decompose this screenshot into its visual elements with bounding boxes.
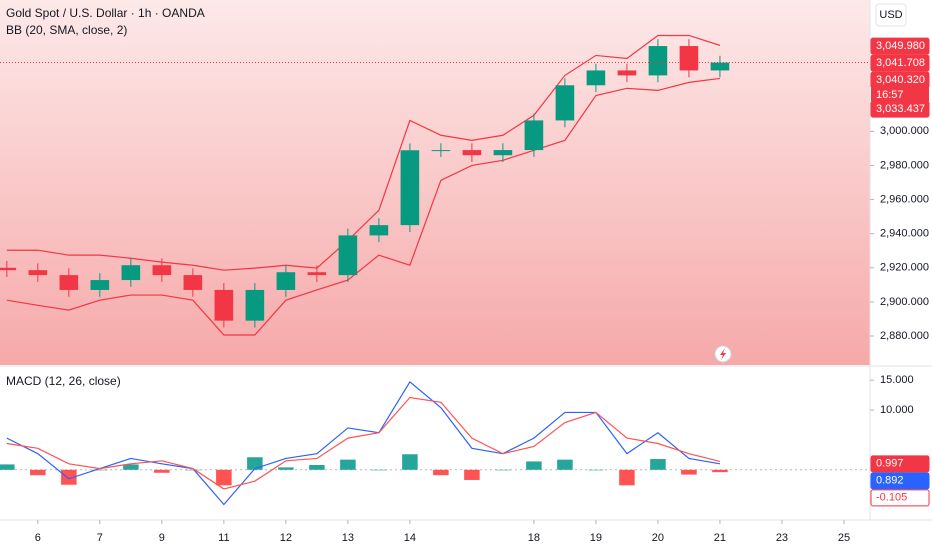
histogram-bar xyxy=(0,464,15,470)
histogram-bar xyxy=(402,454,418,470)
y-tick-label: 2,980.000 xyxy=(880,159,929,171)
countdown-box xyxy=(871,88,929,102)
histogram-bar xyxy=(61,469,77,485)
x-tick-label: 9 xyxy=(159,532,165,544)
candle-body xyxy=(369,225,389,236)
macd-pane xyxy=(0,367,870,520)
x-tick-label: 19 xyxy=(590,532,602,544)
histogram-bar xyxy=(619,469,635,486)
price-marker xyxy=(870,100,930,118)
candle-body xyxy=(0,267,17,271)
candle-body xyxy=(648,46,668,76)
price-marker-label: 3,033.437 xyxy=(876,103,925,115)
chart-title: Gold Spot / U.S. Dollar · 1h · OANDA xyxy=(6,6,205,20)
histogram-bar xyxy=(185,469,201,471)
candle-body xyxy=(245,289,265,321)
price-pane xyxy=(0,0,870,365)
x-tick-label: 13 xyxy=(342,532,354,544)
price-marker xyxy=(870,489,930,507)
y-tick-label: 2,940.000 xyxy=(880,228,929,240)
histogram-bar xyxy=(495,469,511,471)
histogram-bar xyxy=(681,469,697,475)
histogram-bar xyxy=(557,459,573,470)
y-tick-label: 2,920.000 xyxy=(880,262,929,274)
histogram-bar xyxy=(340,459,356,470)
line-series xyxy=(6,34,721,271)
price-marker xyxy=(870,472,930,490)
y-tick-label: 2,880.000 xyxy=(880,330,929,342)
plot-layer: 2,880.000 2,900.000 2,920.000 2,940.000 2,96… xyxy=(0,34,930,544)
candle-body xyxy=(276,272,296,290)
candle-body xyxy=(59,275,79,290)
x-tick-label: 12 xyxy=(280,532,292,544)
candle-body xyxy=(555,85,575,121)
candle-body xyxy=(307,272,327,276)
line-series xyxy=(6,381,721,506)
candle-body xyxy=(431,150,451,152)
price-marker-label: 0.997 xyxy=(876,458,904,470)
price-marker-label: -0.105 xyxy=(876,492,907,504)
price-marker xyxy=(870,54,930,72)
histogram-bar xyxy=(464,469,480,480)
x-tick-label: 25 xyxy=(838,532,850,544)
histogram-bar xyxy=(309,465,325,470)
candle-body xyxy=(338,235,358,276)
histogram-bar xyxy=(433,469,449,476)
x-tick-label: 11 xyxy=(218,532,229,544)
histogram-bar xyxy=(712,469,728,473)
indicator-title: BB (20, SMA, close, 2) xyxy=(6,23,127,37)
candle-body xyxy=(679,46,699,71)
price-marker xyxy=(870,455,930,473)
histogram-bar xyxy=(588,469,604,471)
candle-body xyxy=(617,70,637,76)
candle-body xyxy=(183,275,203,290)
y-tick-label: 3,000.000 xyxy=(880,125,929,137)
histogram-bar xyxy=(247,457,263,470)
x-tick-label: 7 xyxy=(97,532,103,544)
y-tick-label: 2,960.000 xyxy=(880,193,929,205)
y-tick-label: 15.000 xyxy=(880,374,914,386)
histogram-bar xyxy=(278,467,294,470)
x-tick-label: 6 xyxy=(35,532,41,544)
candle-body xyxy=(524,120,544,151)
x-tick-label: 18 xyxy=(528,532,540,544)
candle-body xyxy=(710,62,730,71)
x-tick-label: 14 xyxy=(404,532,416,544)
y-tick-label: 2,900.000 xyxy=(880,296,929,308)
price-marker xyxy=(870,37,930,55)
candle-body xyxy=(493,150,513,156)
line-series xyxy=(6,396,721,490)
histogram-bar xyxy=(216,469,232,486)
bolt xyxy=(720,348,726,360)
x-tick-label: 23 xyxy=(776,532,788,544)
price-marker-label: 0.892 xyxy=(876,475,904,487)
candle-body xyxy=(400,150,420,226)
histogram-bar xyxy=(526,461,542,470)
candle-body xyxy=(586,70,606,86)
line-series xyxy=(6,77,721,336)
macd-title: MACD (12, 26, close) xyxy=(6,374,121,388)
histogram-bar xyxy=(123,464,139,470)
histogram-bar xyxy=(30,469,46,476)
price-marker-label: 3,049.980 xyxy=(876,40,925,52)
candle-body xyxy=(28,270,48,276)
currency[interactable]: USD xyxy=(879,9,902,21)
x-tick-label: 20 xyxy=(652,532,664,544)
candle-body xyxy=(90,280,110,290)
histogram-bar xyxy=(650,459,666,470)
price-marker-label: 3,040.320 xyxy=(876,74,925,86)
price-marker-label: 3,041.708 xyxy=(876,57,925,69)
histogram-bar xyxy=(92,469,108,471)
candle-body xyxy=(152,265,172,276)
x-tick-label: 21 xyxy=(714,532,726,544)
y-tick-label: 10.000 xyxy=(880,404,914,416)
candle-body xyxy=(214,289,234,321)
countdown: 16:57 xyxy=(876,89,904,101)
histogram-bar xyxy=(154,469,170,473)
histogram-bar xyxy=(371,469,387,471)
currency-button[interactable] xyxy=(875,3,907,27)
candle-body xyxy=(462,150,482,156)
candle-body xyxy=(121,265,141,281)
